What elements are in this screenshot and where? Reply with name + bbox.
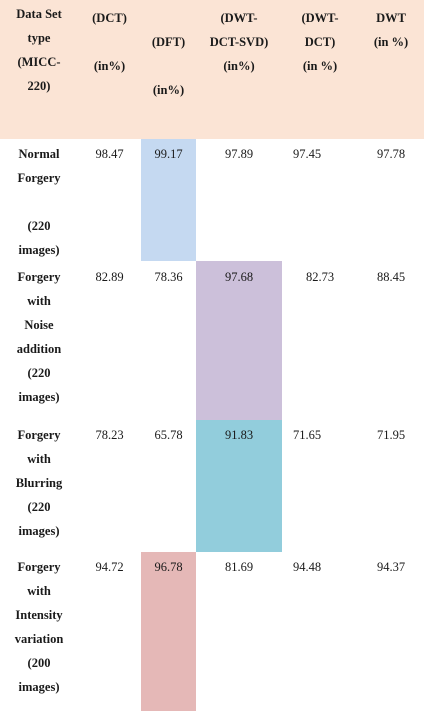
cell-noise-dwt-dct-svd: 97.68 bbox=[224, 270, 254, 284]
cell-noise-dwt: 88.45 bbox=[376, 270, 406, 284]
cell-normal-dwt-dct: 97.45 bbox=[292, 147, 322, 161]
cell-noise-dct: 82.89 bbox=[95, 270, 124, 284]
cell-blurring-dwt-dct: 71.65 bbox=[292, 428, 322, 442]
highlight-cell-intensity-dft bbox=[141, 552, 196, 711]
row-label-intensity-variation: Forgery with Intensity variation (200 im… bbox=[14, 560, 64, 694]
cell-normal-dwt: 97.78 bbox=[376, 147, 406, 161]
highlight-cell-blurring-dwt-dct-svd bbox=[196, 420, 282, 552]
cell-noise-dwt-dct: 82.73 bbox=[305, 270, 335, 284]
row-label-noise-addition: Forgery with Noise addition (220 images) bbox=[16, 270, 62, 404]
cell-intensity-dft: 96.78 bbox=[154, 560, 183, 574]
highlight-cell-normal-dft bbox=[141, 139, 196, 261]
row-label-blurring: Forgery with Blurring (220 images) bbox=[15, 428, 63, 538]
cell-normal-dwt-dct-svd: 97.89 bbox=[224, 147, 254, 161]
highlight-cell-noise-dwt-dct-svd bbox=[196, 261, 282, 420]
row-label-normal-forgery: Normal Forgery (220 images) bbox=[17, 147, 61, 257]
header-dct: (DCT) (in%) bbox=[92, 11, 127, 73]
table-header-row bbox=[0, 0, 424, 139]
header-dft: (DFT) (in%) bbox=[151, 35, 186, 97]
header-dataset-type: Data Set type (MICC- 220) bbox=[16, 7, 62, 93]
cell-intensity-dct: 94.72 bbox=[95, 560, 124, 574]
header-dwt-dct: (DWT- DCT) (in %) bbox=[301, 11, 339, 73]
cell-intensity-dwt: 94.37 bbox=[376, 560, 406, 574]
cell-noise-dft: 78.36 bbox=[154, 270, 183, 284]
header-dwt-dct-svd: (DWT- DCT-SVD) (in%) bbox=[209, 11, 269, 73]
cell-normal-dct: 98.47 bbox=[95, 147, 124, 161]
cell-intensity-dwt-dct: 94.48 bbox=[292, 560, 322, 574]
cell-blurring-dwt: 71.95 bbox=[376, 428, 406, 442]
cell-intensity-dwt-dct-svd: 81.69 bbox=[224, 560, 254, 574]
cell-blurring-dct: 78.23 bbox=[95, 428, 124, 442]
cell-normal-dft: 99.17 bbox=[154, 147, 183, 161]
cell-blurring-dwt-dct-svd: 91.83 bbox=[224, 428, 254, 442]
cell-blurring-dft: 65.78 bbox=[154, 428, 183, 442]
header-dwt: DWT (in %) bbox=[373, 11, 409, 49]
